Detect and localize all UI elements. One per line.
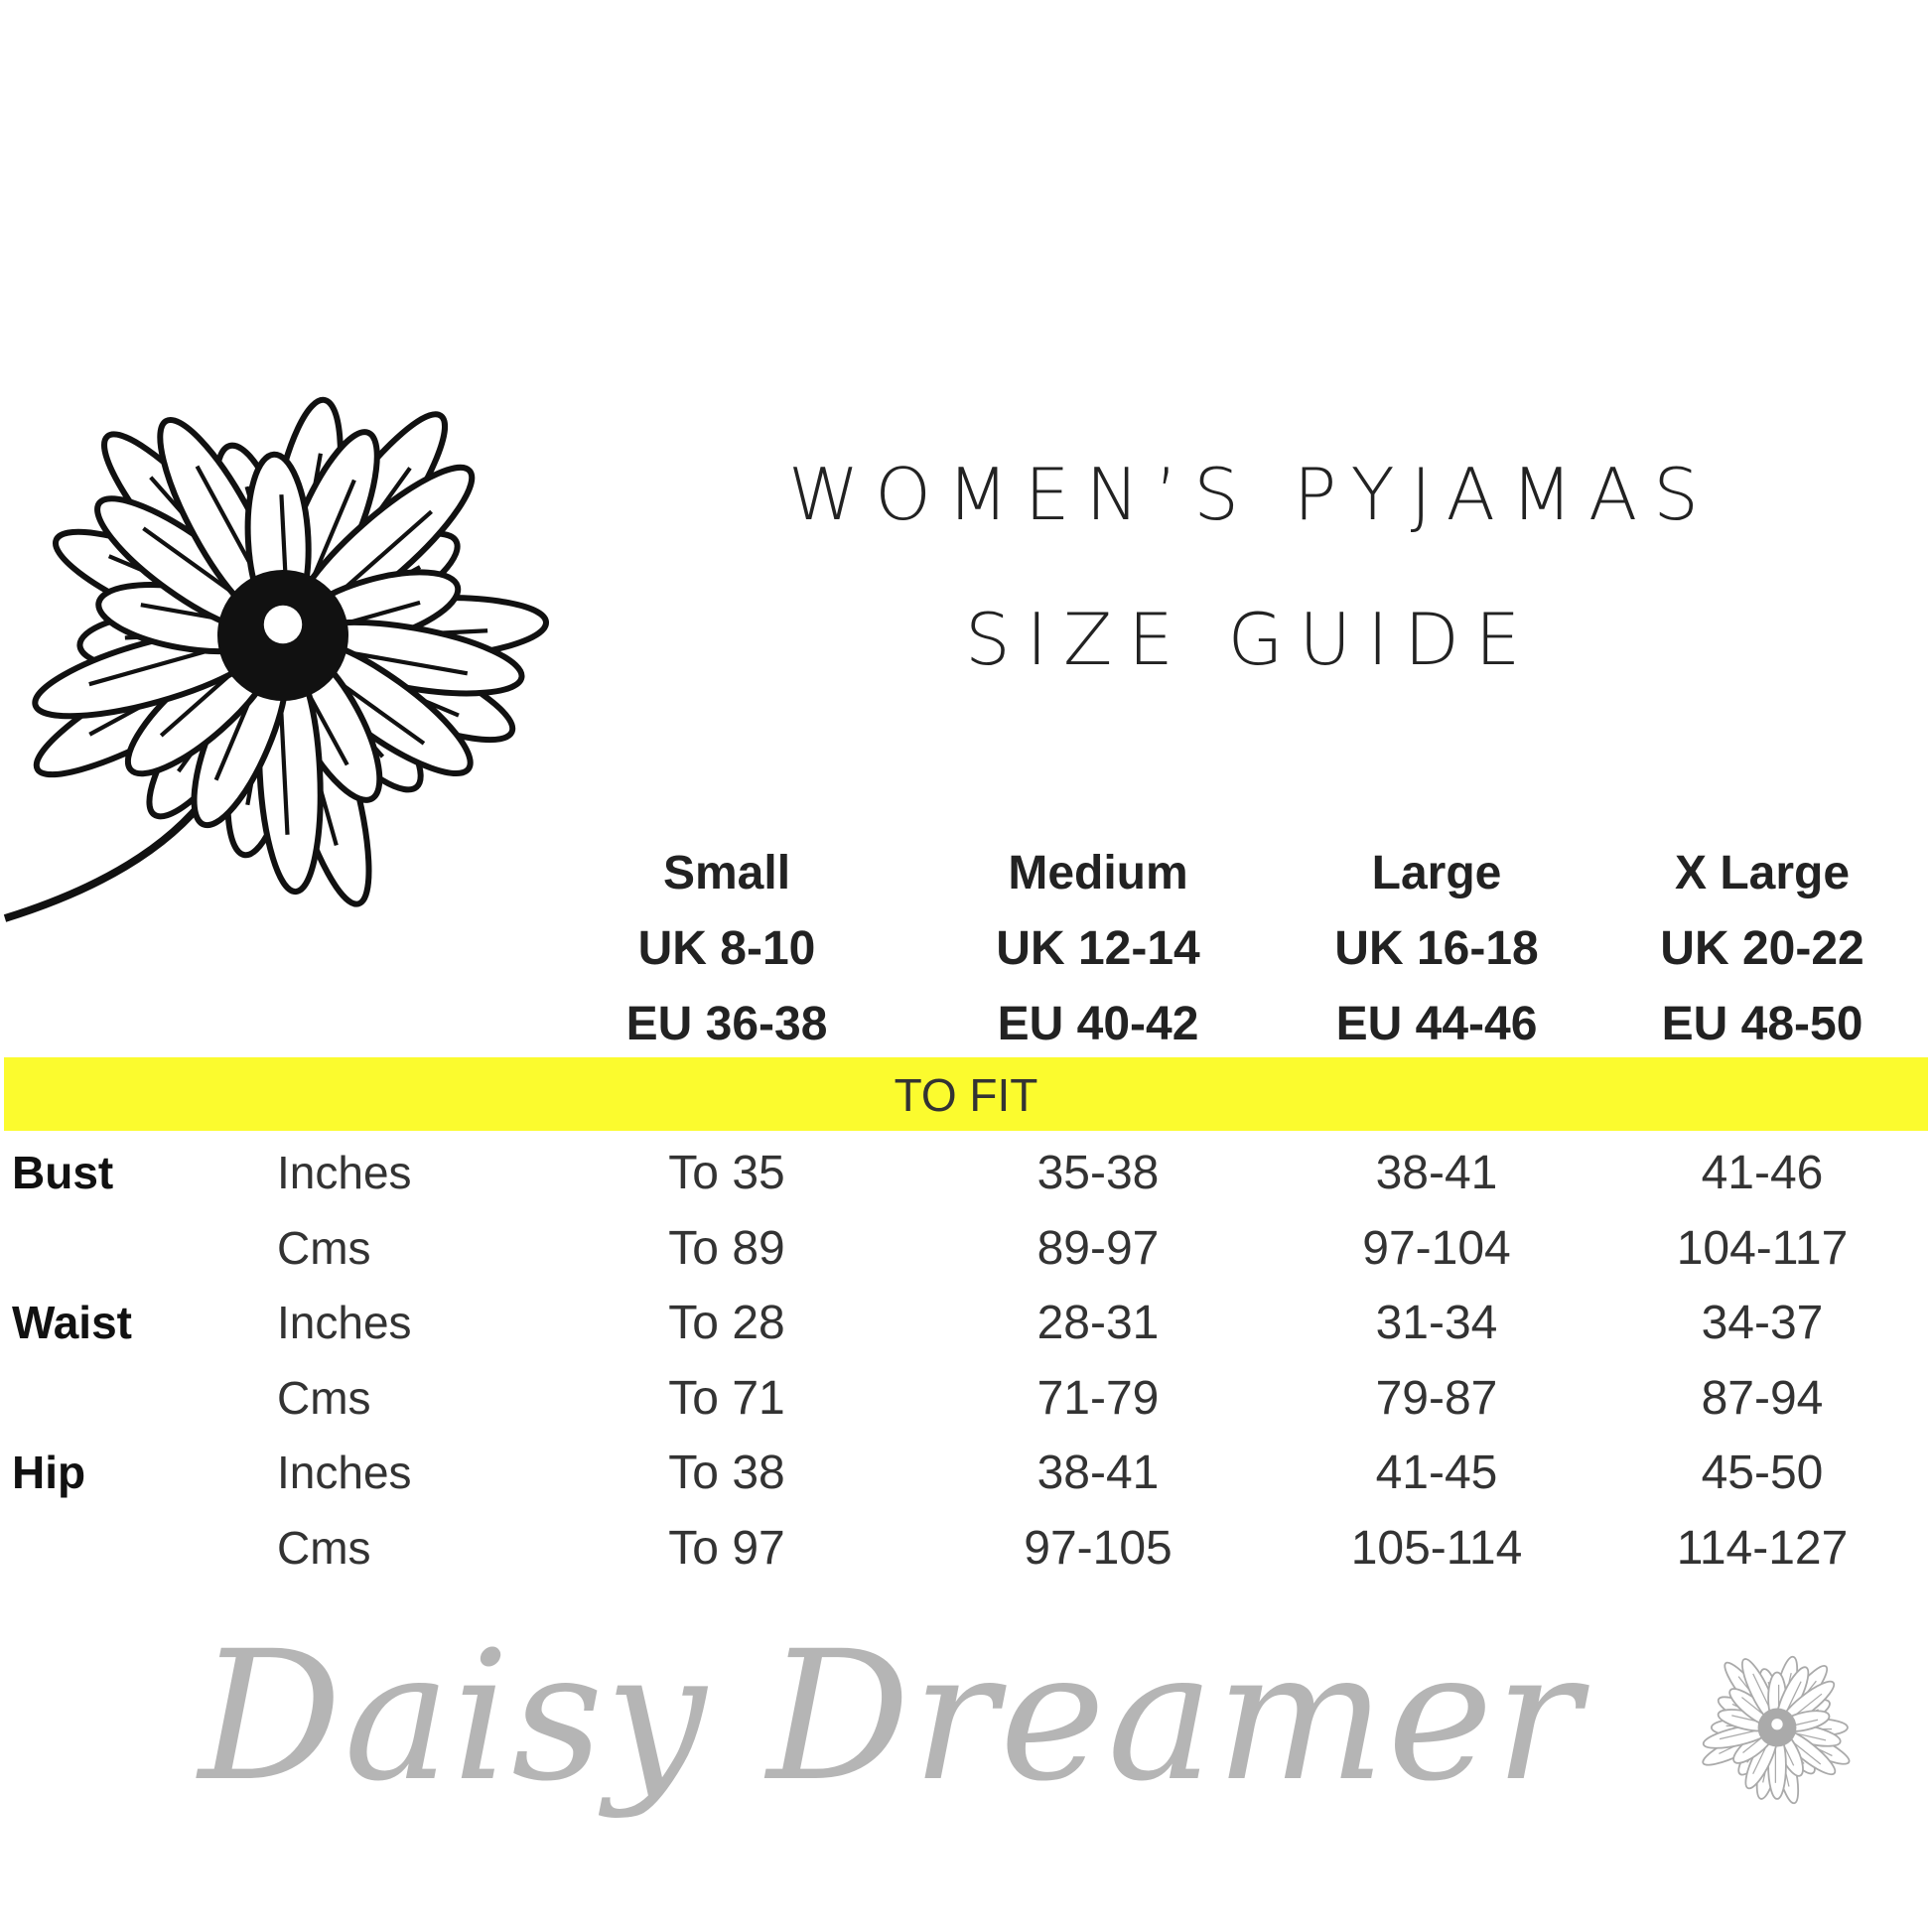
size-value: 105-114 <box>1350 1522 1523 1575</box>
size-header-uk: UK 8-10 <box>637 922 816 975</box>
size-value: 114-127 <box>1676 1522 1849 1575</box>
watermark: Daisy Dreamer <box>199 1613 1583 1821</box>
size-header-eu: EU 40-42 <box>997 998 1199 1050</box>
to-fit-label: TO FIT <box>894 1069 1038 1121</box>
measure-label: Hip <box>12 1447 86 1499</box>
size-value: 38-41 <box>1375 1147 1498 1199</box>
size-value: 38-41 <box>1036 1447 1160 1500</box>
size-value: 41-45 <box>1375 1447 1498 1500</box>
size-header-uk: UK 20-22 <box>1660 922 1864 975</box>
size-header-uk: UK 12-14 <box>996 922 1200 975</box>
measure-label: Waist <box>12 1297 132 1349</box>
unit-label: Cms <box>277 1371 371 1424</box>
size-value: To 71 <box>668 1371 785 1425</box>
size-value: 45-50 <box>1701 1447 1824 1500</box>
size-header-name: Large <box>1371 847 1502 899</box>
stem <box>3 791 212 922</box>
size-value: 41-46 <box>1701 1147 1824 1199</box>
size-header-eu: EU 48-50 <box>1661 998 1863 1050</box>
size-value: 87-94 <box>1701 1371 1824 1425</box>
size-value: 31-34 <box>1375 1297 1498 1350</box>
to-fit-band: TO FIT <box>4 1057 1928 1131</box>
size-header-uk: UK 16-18 <box>1334 922 1539 975</box>
size-value: 28-31 <box>1036 1297 1160 1350</box>
size-value: To 28 <box>668 1297 785 1350</box>
size-value: To 38 <box>668 1447 785 1500</box>
size-value: 71-79 <box>1036 1371 1160 1425</box>
size-header-name: X Large <box>1674 847 1851 899</box>
size-header-name: Small <box>662 847 791 899</box>
size-value: 89-97 <box>1036 1221 1160 1275</box>
size-header-eu: EU 36-38 <box>625 998 828 1050</box>
unit-label: Cms <box>277 1221 371 1274</box>
unit-label: Cms <box>277 1522 371 1574</box>
size-value: To 97 <box>668 1522 785 1575</box>
unit-label: Inches <box>277 1447 412 1499</box>
size-value: 35-38 <box>1036 1147 1160 1199</box>
size-value: 79-87 <box>1375 1371 1498 1425</box>
unit-label: Inches <box>277 1147 412 1198</box>
daisy-illustration-icon <box>3 396 550 922</box>
size-value: 104-117 <box>1676 1221 1849 1275</box>
size-value: To 35 <box>668 1147 785 1199</box>
title-line-2: SIZE GUIDE <box>965 598 1537 681</box>
unit-label: Inches <box>277 1297 412 1349</box>
size-header-name: Medium <box>1008 847 1188 899</box>
size-value: 97-105 <box>1024 1522 1173 1575</box>
size-value: To 89 <box>668 1221 785 1275</box>
size-value: 34-37 <box>1701 1297 1824 1350</box>
size-header-eu: EU 44-46 <box>1335 998 1538 1050</box>
measure-label: Bust <box>12 1147 114 1198</box>
title-line-1: WOMEN’S PYJAMAS <box>788 453 1715 536</box>
size-value: 97-104 <box>1362 1221 1511 1275</box>
watermark-daisy-icon <box>1702 1655 1851 1805</box>
